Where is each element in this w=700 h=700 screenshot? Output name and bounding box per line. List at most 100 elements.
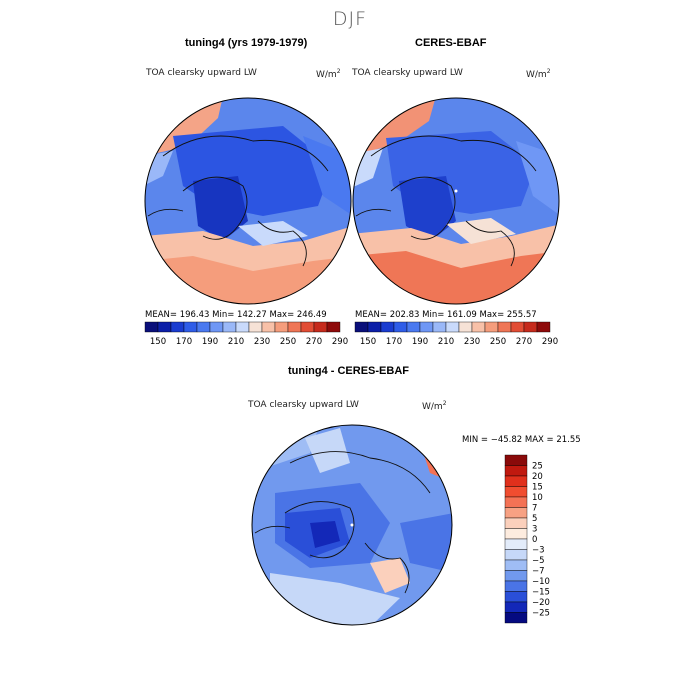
panel3-map-border xyxy=(251,424,453,626)
panel3-colorbar-swatch xyxy=(504,475,528,487)
panel2-colorbar-tick-label: 270 xyxy=(516,337,532,347)
panel1-units-label: W/m2 xyxy=(316,68,341,80)
panel1-colorbar-swatch xyxy=(222,321,237,333)
panel2-colorbar-swatch xyxy=(354,321,369,333)
panel2-colorbar: 150 170 190 210 230 250 270 290 xyxy=(354,321,558,347)
panel1-colorbar-swatch xyxy=(326,321,341,333)
panel1-colorbar-swatch xyxy=(170,321,185,333)
panel3-colorbar-tick-label: 0 xyxy=(532,535,537,545)
panel2-units-label: W/m2 xyxy=(526,68,551,80)
panel1-colorbar-tick-label: 250 xyxy=(280,337,296,347)
panel1-colorbar-swatch xyxy=(196,321,211,333)
panel3-colorbar-tick-label: −10 xyxy=(532,577,550,587)
panel1-colorbar-tick-label: 290 xyxy=(332,337,348,347)
panel2-colorbar-swatch xyxy=(484,321,499,333)
panel2-colorbar-swatch xyxy=(471,321,486,333)
panel3-colorbar-swatch xyxy=(504,580,528,592)
panel1-colorbar-tick-label: 210 xyxy=(228,337,244,347)
panel1-colorbar-tick-label: 170 xyxy=(176,337,192,347)
panel1-colorbar-swatch xyxy=(144,321,159,333)
panel2-colorbar-tick-label: 290 xyxy=(542,337,558,347)
panel2-colorbar-tick-label: 170 xyxy=(386,337,402,347)
panel3-colorbar-swatch xyxy=(504,465,528,477)
panel3-colorbar-swatch xyxy=(504,517,528,529)
panel2-colorbar-tick-label: 250 xyxy=(490,337,506,347)
figure-title: DJF xyxy=(332,8,368,30)
panel3-colorbar-tick-label: 20 xyxy=(532,472,543,482)
panel3-colorbar-tick-label: −25 xyxy=(532,609,550,619)
panel1-variable-label: TOA clearsky upward LW xyxy=(146,68,257,78)
panel1-colorbar-swatch xyxy=(209,321,224,333)
panel1-coastlines xyxy=(147,135,329,267)
panel1-colorbar-swatch xyxy=(300,321,315,333)
panel3-units-label: W/m2 xyxy=(422,400,447,412)
panel2-colorbar-swatch xyxy=(380,321,395,333)
panel2-colorbar-swatch xyxy=(393,321,408,333)
panel1-colorbar-tick-label: 230 xyxy=(254,337,270,347)
panel1-colorbar-swatch xyxy=(287,321,302,333)
panel2-region-greenland xyxy=(399,176,456,241)
panel3-colorbar-swatch xyxy=(504,538,528,550)
panel3-colorbar-tick-label: 5 xyxy=(532,514,537,524)
panel3-colorbar-tick-label: −3 xyxy=(532,546,545,556)
panel3-variable-label: TOA clearsky upward LW xyxy=(248,400,359,410)
panel3-region-greenland xyxy=(310,521,340,548)
panel1-map-border xyxy=(144,97,352,305)
panel1-polar-map xyxy=(144,97,352,305)
panel2-colorbar-tick-label: 230 xyxy=(464,337,480,347)
panel1-region-greenland xyxy=(193,176,248,241)
panel3-colorbar-swatch xyxy=(504,528,528,540)
panel1-colorbar-tick-label: 270 xyxy=(306,337,322,347)
panel2-coastlines xyxy=(355,135,537,267)
panel2-map-border xyxy=(352,97,560,305)
panel2-colorbar-swatch xyxy=(458,321,473,333)
panel1-colorbar-swatch xyxy=(313,321,328,333)
panel3-colorbar-swatch xyxy=(504,454,528,466)
panel3-region-positive xyxy=(370,558,410,593)
panel2-title: CERES-EBAF xyxy=(415,37,487,49)
panel3-colorbar-swatch xyxy=(504,486,528,498)
panel3-colorbar-tick-label: 3 xyxy=(532,525,537,535)
panel3-stats: MIN = −45.82 MAX = 21.55 xyxy=(462,435,581,445)
panel3-colorbar-swatch xyxy=(504,570,528,582)
panel2-colorbar-swatch xyxy=(406,321,421,333)
panel3-region-light xyxy=(305,428,350,473)
panel1-colorbar-swatch xyxy=(235,321,250,333)
panel2-colorbar-tick-label: 150 xyxy=(360,337,376,347)
panel3-colorbar-swatch xyxy=(504,601,528,613)
panel3-colorbar-swatch xyxy=(504,507,528,519)
panel2-colorbar-swatch xyxy=(419,321,434,333)
panel3-colorbar-swatch xyxy=(504,549,528,561)
panel2-colorbar-swatch xyxy=(510,321,525,333)
panel3-colorbar-tick-label: −5 xyxy=(532,556,545,566)
panel1-stats: MEAN= 196.43 Min= 142.27 Max= 246.49 xyxy=(145,310,327,320)
panel3-pole-marker xyxy=(350,523,354,527)
panel2-stats: MEAN= 202.83 Min= 161.09 Max= 255.57 xyxy=(355,310,537,320)
panel3-title: tuning4 - CERES-EBAF xyxy=(288,365,409,377)
panel3-coastlines xyxy=(254,451,431,594)
panel3-colorbar-tick-label: 10 xyxy=(532,493,543,503)
panel2-colorbar-swatch xyxy=(497,321,512,333)
panel3-colorbar-swatch xyxy=(504,496,528,508)
panel2-colorbar-tick-label: 210 xyxy=(438,337,454,347)
panel3-colorbar-tick-label: 7 xyxy=(532,504,537,514)
panel3-polar-map xyxy=(251,424,453,626)
panel3-colorbar-swatch xyxy=(504,612,528,624)
panel2-pole-marker xyxy=(454,189,458,193)
panel3-colorbar-tick-label: −7 xyxy=(532,567,545,577)
panel2-colorbar-swatch xyxy=(445,321,460,333)
panel1-colorbar-tick-label: 190 xyxy=(202,337,218,347)
panel1-title: tuning4 (yrs 1979-1979) xyxy=(185,37,308,49)
panel3-colorbar-swatch xyxy=(504,559,528,571)
panel2-colorbar-swatch xyxy=(523,321,538,333)
panel2-colorbar-swatch xyxy=(536,321,551,333)
panel1-colorbar-swatch xyxy=(157,321,172,333)
panel2-colorbar-tick-label: 190 xyxy=(412,337,428,347)
panel3-colorbar-tick-label: −20 xyxy=(532,598,550,608)
panel3-colorbar-tick-label: 25 xyxy=(532,462,543,472)
panel2-variable-label: TOA clearsky upward LW xyxy=(352,68,463,78)
panel2-colorbar-swatch xyxy=(367,321,382,333)
panel1-colorbar-swatch xyxy=(248,321,263,333)
panel2-colorbar-swatch xyxy=(432,321,447,333)
